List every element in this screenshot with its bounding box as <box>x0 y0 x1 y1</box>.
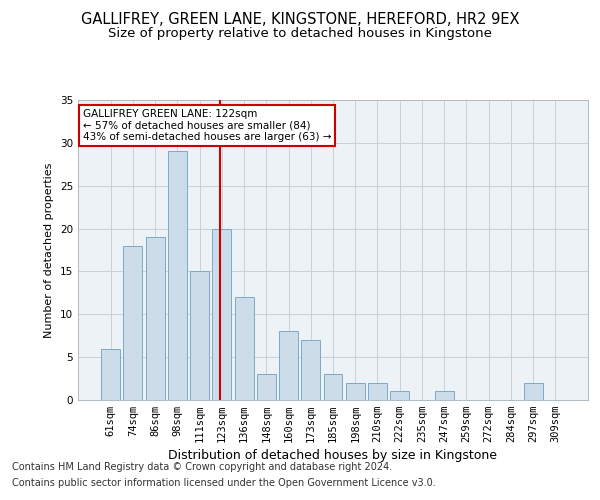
Bar <box>435 392 454 400</box>
Text: Size of property relative to detached houses in Kingstone: Size of property relative to detached ho… <box>108 28 492 40</box>
Bar <box>368 383 387 400</box>
Text: GALLIFREY GREEN LANE: 122sqm
← 57% of detached houses are smaller (84)
43% of se: GALLIFREY GREEN LANE: 122sqm ← 57% of de… <box>83 109 332 142</box>
Y-axis label: Number of detached properties: Number of detached properties <box>44 162 55 338</box>
Bar <box>235 297 254 400</box>
Text: Contains HM Land Registry data © Crown copyright and database right 2024.: Contains HM Land Registry data © Crown c… <box>12 462 392 472</box>
Text: Contains public sector information licensed under the Open Government Licence v3: Contains public sector information licen… <box>12 478 436 488</box>
Bar <box>323 374 343 400</box>
Bar <box>346 383 365 400</box>
Bar <box>524 383 542 400</box>
X-axis label: Distribution of detached houses by size in Kingstone: Distribution of detached houses by size … <box>169 450 497 462</box>
Bar <box>301 340 320 400</box>
Bar <box>146 237 164 400</box>
Bar <box>279 332 298 400</box>
Bar <box>124 246 142 400</box>
Text: GALLIFREY, GREEN LANE, KINGSTONE, HEREFORD, HR2 9EX: GALLIFREY, GREEN LANE, KINGSTONE, HEREFO… <box>81 12 519 28</box>
Bar <box>101 348 120 400</box>
Bar <box>390 392 409 400</box>
Bar <box>168 152 187 400</box>
Bar <box>257 374 276 400</box>
Bar <box>212 228 231 400</box>
Bar <box>190 272 209 400</box>
